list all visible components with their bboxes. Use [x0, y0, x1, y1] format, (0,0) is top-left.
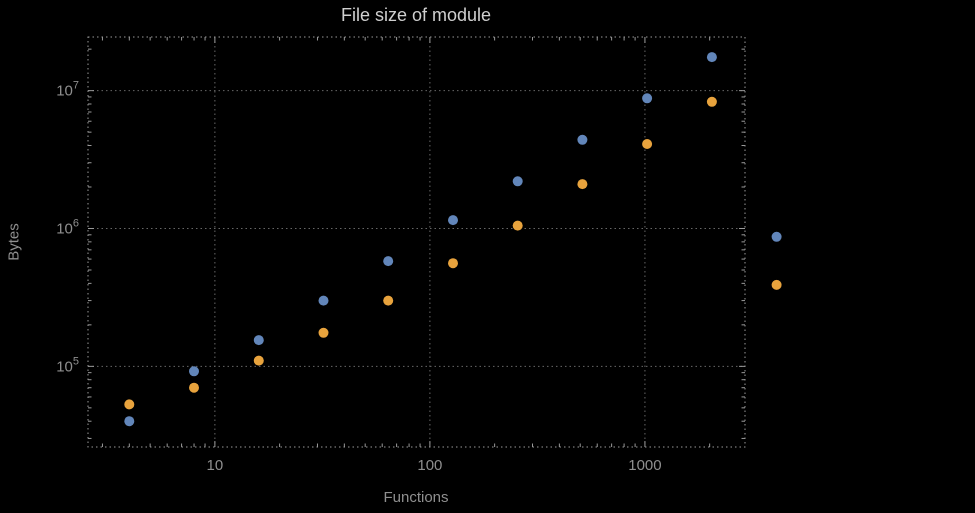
data-point — [512, 220, 523, 231]
data-point — [383, 256, 394, 267]
y-tick-base: 10 — [56, 221, 73, 238]
x-tick-label: 100 — [417, 457, 442, 474]
data-point — [448, 258, 458, 269]
data-point — [577, 134, 588, 145]
data-point — [189, 382, 199, 393]
x-tick-label: 1000 — [628, 457, 661, 474]
data-point — [642, 93, 653, 104]
data-point — [706, 52, 717, 63]
y-tick-exponent: 6 — [73, 218, 79, 230]
y-tick-exponent: 7 — [73, 80, 79, 92]
data-point — [253, 335, 264, 346]
y-tick-base: 10 — [56, 358, 73, 375]
data-point — [771, 279, 782, 290]
data-point — [318, 295, 329, 306]
y-tick-label: 107 — [56, 80, 79, 100]
y-tick-label: 106 — [56, 218, 79, 238]
data-point — [318, 327, 329, 338]
x-tick-label: 10 — [207, 457, 224, 474]
series-orange — [124, 96, 782, 410]
data-point — [189, 366, 199, 377]
data-point — [448, 215, 458, 226]
data-point — [124, 399, 135, 410]
data-point — [642, 139, 653, 149]
data-point — [124, 416, 135, 427]
data-point — [771, 231, 782, 242]
x-axis-label: Functions — [383, 489, 449, 506]
y-tick-label: 105 — [56, 355, 79, 375]
chart-title: File size of module — [340, 5, 492, 25]
data-point — [253, 355, 264, 366]
data-point — [577, 179, 588, 190]
plot-frame — [87, 36, 746, 448]
data-point — [383, 295, 394, 306]
series-blue — [124, 52, 782, 427]
y-tick-exponent: 5 — [73, 355, 79, 367]
data-point — [706, 96, 717, 107]
y-tick-base: 10 — [56, 83, 73, 100]
data-point — [512, 176, 523, 187]
